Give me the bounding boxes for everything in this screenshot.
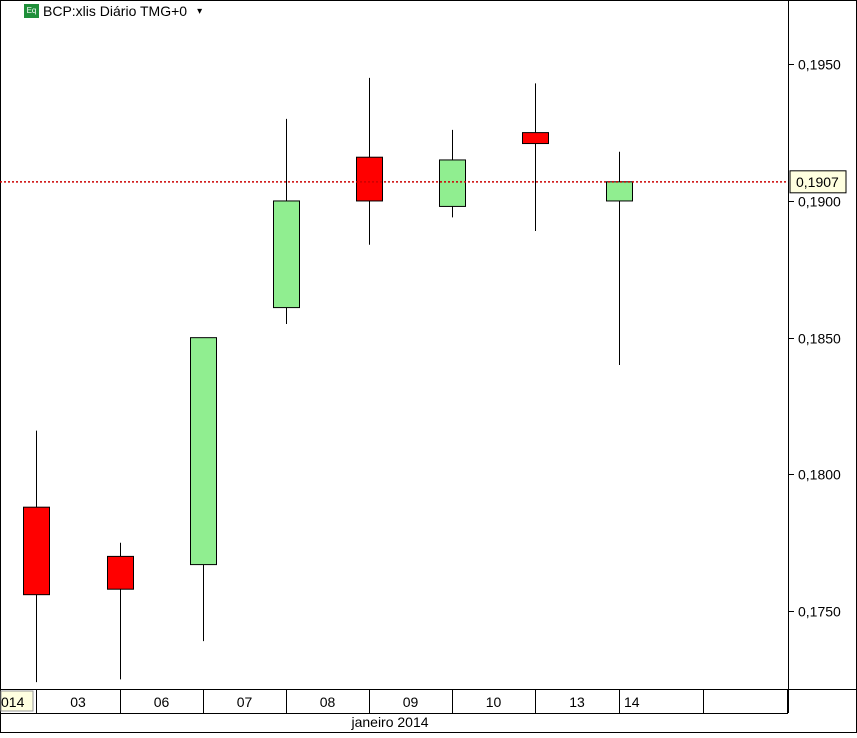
y-tick-label: 0,1950 [798, 57, 841, 73]
current-price-tag [789, 170, 847, 194]
candle-up [273, 200, 300, 309]
equity-badge-icon: Eq [24, 4, 39, 18]
x-tick-label: 08 [320, 694, 336, 710]
x-tick-label: 06 [154, 694, 170, 710]
x-tick-label: 10 [486, 694, 502, 710]
x-tick-label: 03 [70, 694, 86, 710]
current-price-label: 0,1907 [796, 174, 839, 190]
x-tick-label: 07 [237, 694, 253, 710]
candle-down [23, 506, 50, 596]
x-tick-label: 14 [624, 694, 640, 710]
chart-header[interactable]: Eq BCP:xlis Diário TMG+0 ▾ [24, 3, 202, 19]
y-tick-label: 0,1800 [798, 467, 841, 483]
candle-up [439, 159, 466, 207]
y-tick-label: 0,1900 [798, 194, 841, 210]
x-tick-label: 014 [1, 694, 25, 710]
x-tick-label: 13 [569, 694, 585, 710]
candle-up [190, 337, 217, 566]
candle-down [522, 132, 549, 145]
x-tick-label: 09 [403, 694, 419, 710]
candle-up [606, 181, 633, 202]
x-month-label: janeiro 2014 [350, 714, 428, 730]
x-cell-highlight [0, 690, 34, 712]
y-tick-label: 0,1750 [798, 604, 841, 620]
dropdown-caret-icon[interactable]: ▾ [197, 5, 203, 17]
y-tick-label: 0,1850 [798, 331, 841, 347]
instrument-title: BCP:xlis Diário TMG+0 [43, 3, 188, 19]
candle-down [107, 555, 134, 590]
candle-down [356, 156, 383, 202]
